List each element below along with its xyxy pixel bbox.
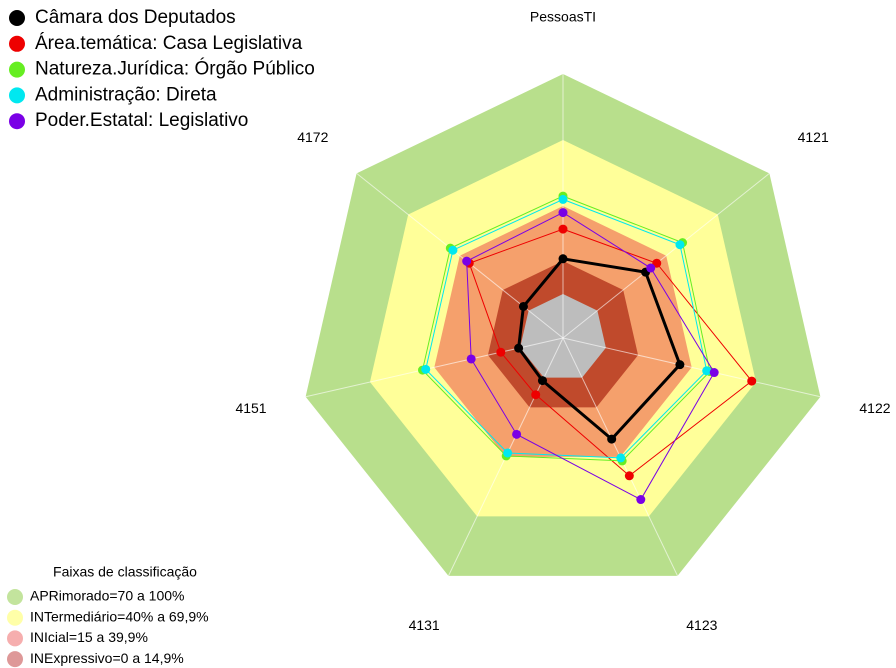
legend-marker bbox=[9, 61, 25, 78]
legend-label: Administração: Direta bbox=[35, 84, 217, 105]
band-legend-label: INTermediário=40% a 69,9% bbox=[30, 608, 209, 624]
spoke bbox=[356, 173, 564, 339]
series-point bbox=[616, 453, 626, 463]
series-point bbox=[558, 254, 568, 264]
spoke bbox=[562, 337, 821, 398]
axis-label: 4172 bbox=[297, 129, 328, 145]
series-point bbox=[558, 224, 568, 234]
legend-marker bbox=[9, 113, 25, 130]
series-point bbox=[607, 434, 617, 444]
series-point bbox=[518, 301, 528, 311]
series-point bbox=[496, 347, 506, 357]
series-point bbox=[636, 495, 646, 505]
series-point bbox=[514, 343, 524, 353]
axis-label: 4121 bbox=[798, 129, 829, 145]
series-point bbox=[558, 208, 568, 218]
axis-label: PessoasTI bbox=[530, 9, 596, 25]
axis-label: 4123 bbox=[686, 617, 717, 633]
series-point bbox=[537, 376, 547, 386]
series-point bbox=[702, 366, 712, 376]
axis-label: 4122 bbox=[859, 400, 890, 416]
legend-marker bbox=[9, 87, 25, 104]
series-point bbox=[646, 263, 656, 273]
series-line bbox=[466, 212, 715, 501]
legend-marker bbox=[9, 10, 25, 26]
axis-label: 4131 bbox=[409, 617, 440, 633]
axis-label: 4151 bbox=[235, 400, 266, 416]
series-point bbox=[421, 364, 431, 374]
series-point bbox=[652, 258, 662, 268]
series-point bbox=[512, 429, 522, 439]
bands-title: Faixas de classificação bbox=[53, 564, 197, 580]
series-line bbox=[468, 228, 753, 477]
series-line bbox=[421, 195, 711, 462]
series-point bbox=[675, 360, 685, 370]
series-point bbox=[531, 390, 541, 400]
series-line bbox=[517, 257, 682, 442]
spoke bbox=[562, 173, 770, 339]
series-point bbox=[466, 354, 476, 364]
band-legend-marker bbox=[7, 609, 23, 626]
legend-marker bbox=[9, 35, 25, 52]
series-point bbox=[747, 376, 757, 386]
band-legend-label: APRimorado=70 a 100% bbox=[30, 588, 185, 604]
legend-label: Câmara dos Deputados bbox=[35, 7, 236, 28]
series-point bbox=[558, 194, 568, 204]
band-legend-label: INExpressivo=0 a 14,9% bbox=[30, 650, 184, 666]
series-point bbox=[448, 245, 458, 255]
series-line bbox=[425, 198, 708, 459]
series-point bbox=[675, 240, 685, 250]
band-legend-marker bbox=[7, 651, 23, 668]
band-legend-label: INIcial=15 a 39,9% bbox=[30, 629, 148, 645]
band-legend-marker bbox=[7, 589, 23, 605]
series-point bbox=[624, 471, 634, 481]
series-point bbox=[503, 448, 513, 458]
series-point bbox=[709, 368, 719, 378]
legend-label: Poder.Estatal: Legislativo bbox=[35, 110, 248, 131]
legend-label: Área.temática: Casa Legislativa bbox=[35, 33, 303, 54]
series-point bbox=[462, 256, 472, 266]
legend-label: Natureza.Jurídica: Órgão Público bbox=[35, 58, 315, 80]
band-legend-marker bbox=[7, 630, 23, 647]
